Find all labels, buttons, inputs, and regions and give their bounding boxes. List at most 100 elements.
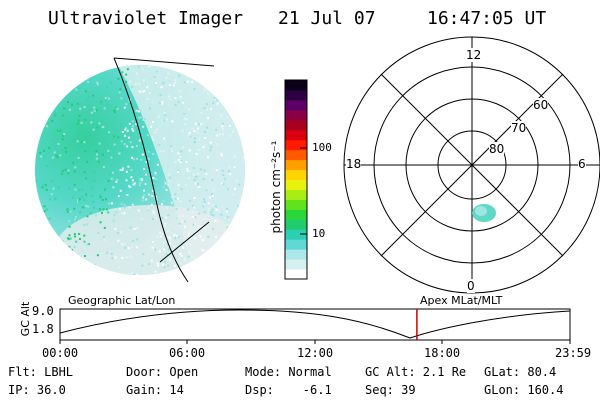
speckle xyxy=(173,245,176,248)
speckle xyxy=(197,127,199,130)
speckle xyxy=(203,204,206,206)
speckle xyxy=(171,195,174,198)
speckle xyxy=(207,92,210,95)
speckle xyxy=(128,206,131,209)
speckle xyxy=(228,166,231,169)
speckle xyxy=(229,134,232,137)
boundary-line-top xyxy=(113,57,215,67)
speckle xyxy=(121,243,124,246)
speckle xyxy=(180,254,183,257)
speckle xyxy=(177,152,180,155)
speckle xyxy=(59,129,62,132)
speckle xyxy=(151,246,154,249)
speckle xyxy=(205,103,208,106)
speckle xyxy=(58,106,60,109)
speckle xyxy=(108,202,111,205)
speckle xyxy=(73,245,76,248)
speckle xyxy=(135,72,138,75)
speckle xyxy=(185,118,188,121)
speckle xyxy=(212,195,214,197)
speckle xyxy=(152,240,154,243)
speckle xyxy=(222,174,225,176)
speckle xyxy=(75,88,78,91)
speckle xyxy=(226,226,229,229)
speckle xyxy=(196,215,199,218)
speckle xyxy=(186,167,189,170)
y-tick-label-9: 9.0 xyxy=(32,304,54,318)
speckle xyxy=(121,256,124,259)
gc-alt-info: GC Alt: 2.1 Re xyxy=(365,365,467,379)
speckle xyxy=(179,262,182,265)
speckle xyxy=(167,235,170,238)
speckle xyxy=(113,109,116,112)
speckle xyxy=(67,173,70,176)
speckle xyxy=(132,183,135,186)
speckle xyxy=(144,182,147,185)
speckle xyxy=(207,235,210,238)
speckle xyxy=(121,212,123,215)
speckle xyxy=(154,270,157,273)
speckle xyxy=(152,189,155,192)
speckle xyxy=(115,106,118,109)
speckle xyxy=(154,217,157,220)
speckle xyxy=(84,116,87,119)
speckle xyxy=(46,125,49,128)
speckle xyxy=(223,216,226,219)
speckle xyxy=(124,246,127,249)
colorbar-swatch xyxy=(285,89,307,101)
speckle xyxy=(154,195,157,198)
speckle xyxy=(55,154,58,157)
speckle xyxy=(120,124,123,127)
speckle xyxy=(169,176,172,179)
speckle xyxy=(221,182,223,185)
speckle xyxy=(163,266,166,269)
speckle xyxy=(125,103,128,106)
speckle xyxy=(78,189,81,192)
apex-panel-label: Apex MLat/MLT xyxy=(420,294,503,307)
speckle xyxy=(136,238,139,241)
speckle xyxy=(120,202,123,205)
speckle xyxy=(168,84,171,87)
speckle xyxy=(139,109,142,112)
speckle xyxy=(115,180,118,183)
speckle xyxy=(127,136,130,139)
speckle xyxy=(74,218,77,221)
speckle xyxy=(124,243,127,245)
speckle xyxy=(77,156,80,159)
polar-diagonal-2 xyxy=(380,73,564,257)
speckle xyxy=(93,106,96,109)
speckle xyxy=(165,118,168,121)
speckle xyxy=(167,248,170,251)
speckle xyxy=(108,173,111,176)
speckle xyxy=(211,179,214,182)
speckle xyxy=(193,141,196,144)
speckle xyxy=(194,216,197,219)
speckle xyxy=(51,139,54,142)
speckle xyxy=(100,102,103,105)
seq-info: Seq: 39 xyxy=(365,383,416,397)
speckle xyxy=(180,187,183,190)
speckle xyxy=(113,135,116,138)
speckle xyxy=(158,102,161,105)
speckle xyxy=(139,182,142,184)
speckle xyxy=(83,240,86,243)
speckle xyxy=(86,215,89,218)
speckle xyxy=(161,100,164,103)
speckle xyxy=(110,156,113,159)
speckle xyxy=(146,134,149,137)
speckle xyxy=(204,217,207,220)
speckle xyxy=(101,153,104,156)
speckle xyxy=(85,177,88,180)
speckle xyxy=(212,189,215,192)
x-tick-label-1800: 18:00 xyxy=(424,346,461,360)
speckle xyxy=(107,149,110,152)
speckle xyxy=(99,137,101,140)
speckle xyxy=(112,219,115,222)
speckle xyxy=(142,253,145,256)
speckle xyxy=(102,236,105,239)
colorbar-swatches xyxy=(285,80,307,280)
speckle xyxy=(137,110,140,113)
speckle xyxy=(224,177,227,180)
speckle xyxy=(166,230,169,233)
